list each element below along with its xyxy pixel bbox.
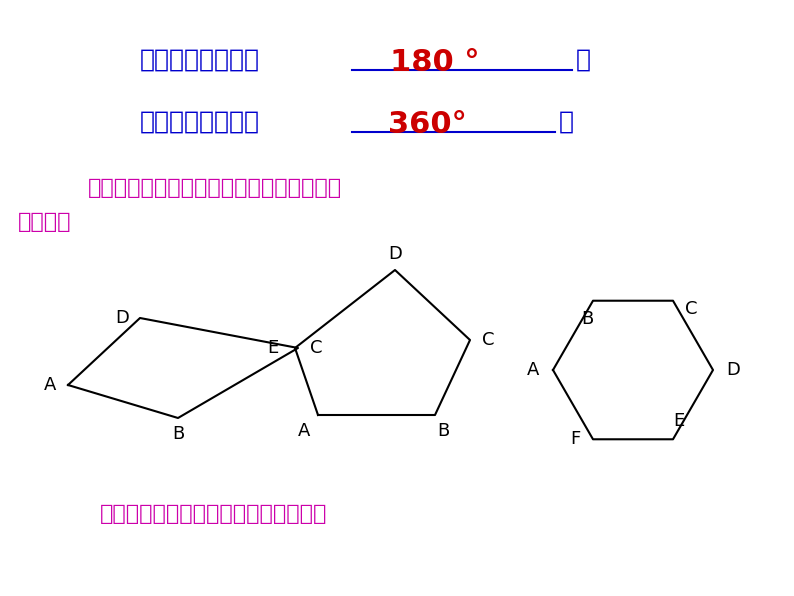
Text: A: A [44, 376, 56, 394]
Text: D: D [388, 245, 402, 263]
Text: 对于多边形，内角和与外角和，你能自己求: 对于多边形，内角和与外角和，你能自己求 [88, 178, 342, 198]
Text: 360°: 360° [388, 110, 467, 139]
Text: E: E [268, 339, 279, 357]
Text: C: C [310, 339, 322, 357]
Text: B: B [581, 310, 593, 328]
Text: C: C [482, 331, 494, 349]
Text: D: D [726, 361, 740, 379]
Text: B: B [437, 422, 449, 440]
Text: 出来吗？: 出来吗？ [18, 212, 71, 232]
Text: B: B [172, 425, 184, 443]
Text: ，: ， [576, 48, 591, 72]
Text: 。: 。 [559, 110, 574, 134]
Text: C: C [684, 300, 697, 318]
Text: 三角形的外角和是: 三角形的外角和是 [140, 110, 260, 134]
Text: 三角形的内角和是: 三角形的内角和是 [140, 48, 260, 72]
Text: E: E [673, 412, 684, 430]
Text: A: A [298, 422, 310, 440]
Text: D: D [115, 309, 129, 327]
Text: 你能用三角形知识来解决这个问题吗？: 你能用三角形知识来解决这个问题吗？ [100, 504, 327, 524]
Text: F: F [570, 430, 580, 448]
Text: A: A [526, 361, 539, 379]
Text: 180 °: 180 ° [390, 48, 480, 77]
